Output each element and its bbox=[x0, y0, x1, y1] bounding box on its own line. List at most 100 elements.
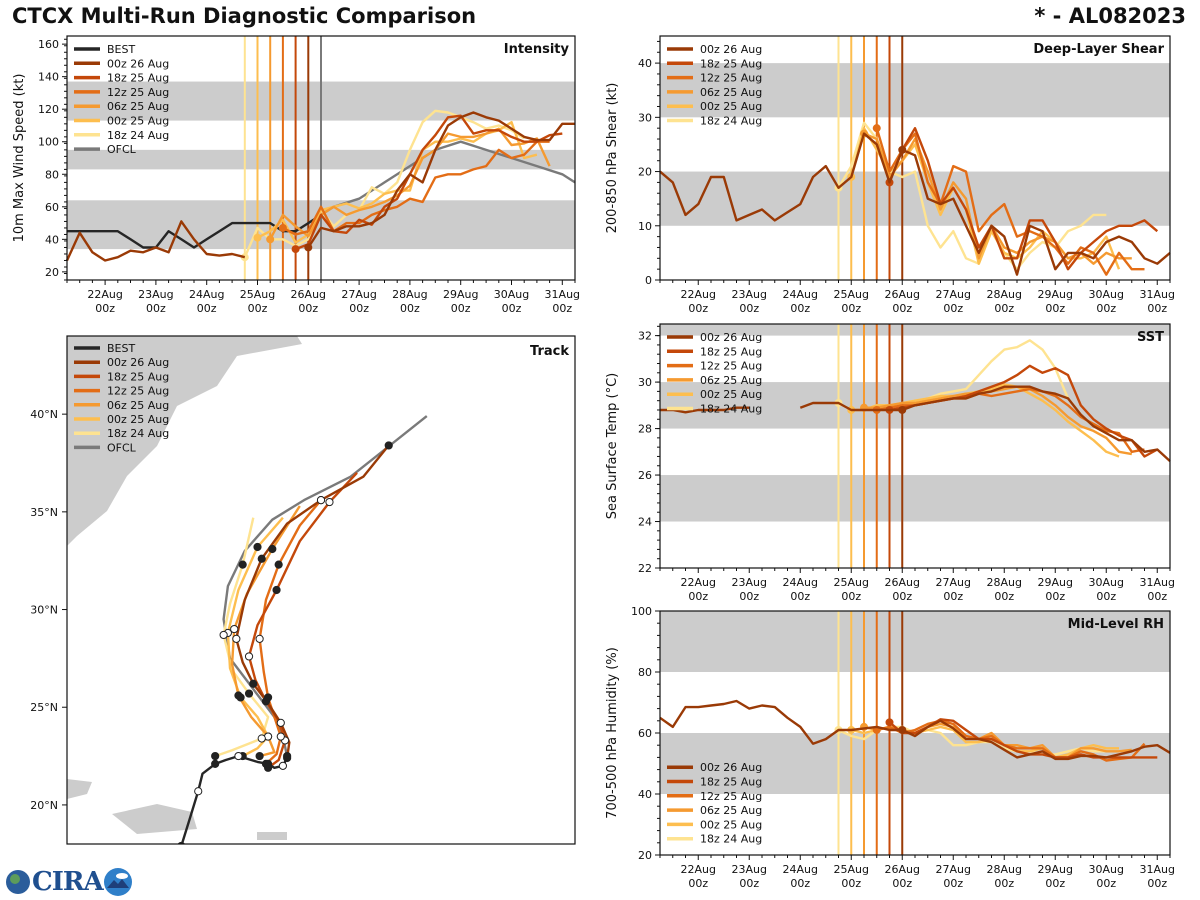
x-tick-label: 31Aug bbox=[1140, 576, 1175, 589]
x-tick-label: 00z bbox=[1045, 877, 1065, 890]
series-line bbox=[875, 127, 1145, 276]
threshold-band bbox=[660, 475, 1170, 522]
legend-label: 12z 25 Aug bbox=[700, 360, 762, 373]
y-tick-label: 30 bbox=[638, 376, 652, 389]
y-tick-label: 32 bbox=[638, 330, 652, 343]
x-tick-label: 29Aug bbox=[1038, 288, 1073, 301]
legend-label: BEST bbox=[107, 342, 135, 355]
x-tick-label: 27Aug bbox=[936, 863, 971, 876]
x-tick-label: 00z bbox=[841, 302, 861, 315]
x-tick-label: 00z bbox=[1045, 590, 1065, 603]
x-tick-label: 23Aug bbox=[732, 576, 767, 589]
x-tick-label: 00z bbox=[1147, 302, 1167, 315]
intensity-panel: 2040608010012014016022Aug00z23Aug00z24Au… bbox=[12, 35, 580, 315]
x-tick-label: 00z bbox=[95, 302, 115, 315]
y-axis-label: 700-500 hPa Humidity (%) bbox=[605, 647, 620, 819]
x-tick-label: 00z bbox=[892, 877, 912, 890]
x-tick-label: 23Aug bbox=[732, 288, 767, 301]
series-line bbox=[659, 132, 1171, 276]
forecast-track bbox=[235, 444, 390, 759]
x-tick-label: 28Aug bbox=[987, 863, 1022, 876]
threshold-band bbox=[660, 324, 1170, 336]
panel-title: Mid-Level RH bbox=[1068, 617, 1164, 632]
x-tick-label: 23Aug bbox=[138, 288, 173, 301]
logo-text: CIRA bbox=[32, 867, 104, 897]
init-marker bbox=[898, 725, 907, 734]
legend-label: 06z 25 Aug bbox=[107, 399, 169, 412]
x-tick-label: 25Aug bbox=[834, 288, 869, 301]
x-tick-label: 30Aug bbox=[494, 288, 529, 301]
x-tick-label: 25Aug bbox=[240, 288, 275, 301]
series-line bbox=[888, 126, 1159, 271]
track-position-marker bbox=[219, 630, 228, 640]
y-tick-label: 40 bbox=[45, 233, 59, 246]
best-position-marker bbox=[234, 751, 243, 761]
sst-panel: 22242628303222Aug00z23Aug00z24Aug00z25Au… bbox=[605, 323, 1175, 603]
series-line bbox=[65, 111, 575, 262]
track-position-marker bbox=[272, 585, 281, 595]
track-position-marker bbox=[230, 624, 239, 634]
x-tick-label: 26Aug bbox=[885, 863, 920, 876]
land-hispaniola bbox=[112, 804, 197, 834]
x-tick-label: 00z bbox=[790, 590, 810, 603]
x-tick-label: 00z bbox=[892, 590, 912, 603]
legend-label: 18z 25 Aug bbox=[700, 345, 762, 358]
x-tick-label: 22Aug bbox=[681, 576, 716, 589]
ofcl-track bbox=[222, 415, 428, 757]
init-marker bbox=[898, 145, 907, 154]
rh-panel: 2040608010022Aug00z23Aug00z24Aug00z25Aug… bbox=[605, 605, 1175, 890]
track-position-marker bbox=[244, 652, 254, 661]
x-tick-label: 00z bbox=[739, 590, 759, 603]
x-tick-label: 30Aug bbox=[1089, 576, 1124, 589]
x-tick-label: 00z bbox=[688, 877, 708, 890]
ofcl-line bbox=[320, 140, 576, 216]
x-tick-label: 00z bbox=[502, 302, 522, 315]
legend-label: 18z 25 Aug bbox=[107, 370, 169, 383]
legend-label: 18z 24 Aug bbox=[107, 427, 169, 440]
legend-label: 00z 26 Aug bbox=[700, 761, 762, 774]
best-position-marker bbox=[283, 751, 292, 761]
track-position-marker bbox=[263, 693, 273, 702]
y-tick-label: 28 bbox=[638, 423, 652, 436]
threshold-band bbox=[660, 733, 1170, 794]
x-tick-label: 30Aug bbox=[1089, 288, 1124, 301]
x-tick-label: 00z bbox=[349, 302, 369, 315]
x-tick-label: 00z bbox=[146, 302, 166, 315]
track-position-marker bbox=[268, 544, 277, 554]
legend-label: 06z 25 Aug bbox=[107, 100, 169, 113]
panel-title: Intensity bbox=[504, 42, 570, 57]
track-position-marker bbox=[211, 751, 220, 761]
x-tick-label: 00z bbox=[688, 302, 708, 315]
land-puerto-rico bbox=[257, 832, 287, 840]
y-tick-label: 100 bbox=[631, 605, 652, 618]
x-tick-label: 23Aug bbox=[732, 863, 767, 876]
legend-label: 06z 25 Aug bbox=[700, 804, 762, 817]
x-tick-label: 00z bbox=[994, 302, 1014, 315]
x-tick-label: 27Aug bbox=[341, 288, 376, 301]
series-line bbox=[282, 140, 550, 236]
x-tick-label: 22Aug bbox=[681, 288, 716, 301]
series-line bbox=[659, 699, 1171, 761]
track-position-marker bbox=[236, 693, 245, 702]
y-tick-label: 100 bbox=[38, 136, 59, 149]
track-position-marker bbox=[244, 689, 254, 698]
legend-label: 18z 25 Aug bbox=[700, 776, 762, 789]
x-tick-label: 00z bbox=[892, 302, 912, 315]
forecast-track bbox=[214, 517, 270, 758]
x-tick-label: 24Aug bbox=[783, 576, 818, 589]
legend-label: 18z 25 Aug bbox=[107, 72, 169, 85]
x-tick-label: 24Aug bbox=[783, 288, 818, 301]
y-tick-label: 80 bbox=[638, 666, 652, 679]
y-tick-label: 20 bbox=[638, 166, 652, 179]
y-axis-label: Sea Surface Temp (°C) bbox=[605, 373, 620, 520]
land-cuba bbox=[67, 779, 92, 799]
x-tick-label: 27Aug bbox=[936, 288, 971, 301]
panel-title: Deep-Layer Shear bbox=[1033, 42, 1164, 57]
init-marker bbox=[885, 718, 894, 727]
y-tick-label: 20°N bbox=[30, 799, 58, 812]
cloud-mountain-icon bbox=[103, 868, 132, 896]
legend-label: OFCL bbox=[107, 441, 137, 454]
y-tick-label: 160 bbox=[38, 38, 59, 51]
y-tick-label: 140 bbox=[38, 71, 59, 84]
